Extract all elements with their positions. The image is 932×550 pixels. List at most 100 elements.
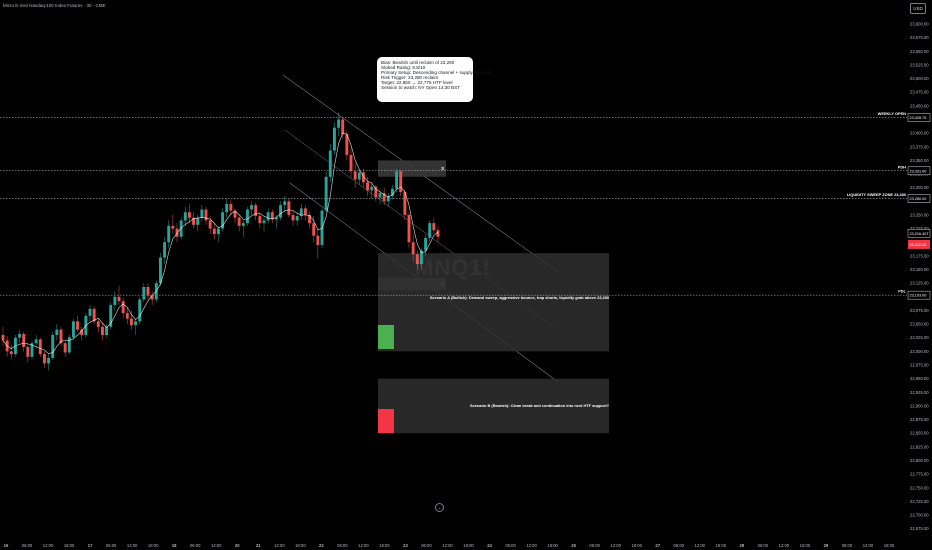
- candle-body: [100, 326, 104, 335]
- candle-body: [134, 321, 138, 326]
- candle-body: [411, 242, 415, 255]
- price-tick-label: 22,775.00: [910, 472, 929, 477]
- candle-body: [163, 242, 167, 258]
- time-tick-label: 23: [403, 543, 408, 548]
- level-label: WEEKLY OPEN: [878, 111, 907, 116]
- candle-body: [18, 333, 22, 338]
- time-tick-label: 12:00: [358, 543, 369, 548]
- candle-body: [403, 192, 407, 215]
- candle-body: [254, 205, 258, 217]
- info-line-rating: Stoked Rating: 8.8/10: [381, 65, 426, 71]
- candle-body: [436, 230, 440, 237]
- time-tick-label: 06:00: [674, 543, 685, 548]
- candle-body: [370, 186, 374, 191]
- candle-body: [308, 214, 312, 224]
- price-tick-label: 22,925.00: [910, 390, 929, 395]
- price-tick-label: 23,550.00: [910, 49, 929, 54]
- candle-body: [26, 346, 30, 357]
- candle-body: [345, 134, 349, 155]
- candle-body: [299, 208, 303, 217]
- time-tick-label: 12:00: [211, 543, 222, 548]
- candle-body: [258, 216, 262, 224]
- candle-body: [80, 329, 84, 335]
- candle-body: [113, 296, 117, 305]
- candle-body: [187, 212, 191, 218]
- candle-body: [225, 204, 229, 213]
- candle-body: [357, 172, 361, 180]
- time-tick-label: 06:00: [337, 543, 348, 548]
- time-tick-label: 06:00: [505, 543, 516, 548]
- candle-body: [349, 154, 353, 172]
- level-price-tag: [907, 166, 931, 176]
- time-tick-label: 25: [571, 543, 576, 548]
- candle-body: [22, 333, 26, 347]
- candle-body: [270, 212, 274, 220]
- candle-body: [1, 334, 5, 341]
- time-tick-label: 17: [88, 543, 93, 548]
- time-tick-label: 27: [655, 543, 660, 548]
- price-tick-label: 22,875.00: [910, 417, 929, 422]
- price-tick-label: 23,575.00: [910, 35, 929, 40]
- candle-body: [125, 313, 129, 319]
- symbol-watermark: MNQ1!: [415, 255, 491, 280]
- down-arrow-icon[interactable]: ⌄: [435, 503, 444, 512]
- level-price-tag: [907, 194, 931, 203]
- candle-body: [63, 343, 67, 353]
- time-tick-label: 18:00: [379, 543, 390, 548]
- candle-body: [117, 296, 121, 302]
- level-price-tag-label: 23,103.00: [910, 294, 927, 298]
- time-tick-label: 12:00: [610, 543, 621, 548]
- price-tick-label: 22,825.00: [910, 444, 929, 449]
- time-tick-label: 18:00: [547, 543, 558, 548]
- candle-body: [146, 286, 150, 296]
- candle-body: [274, 217, 278, 220]
- time-tick-label: 06:00: [842, 543, 853, 548]
- time-tick-label: 06:00: [22, 543, 33, 548]
- instrument-title: Micro E-mini Nasdaq-100 Index Futures · …: [3, 3, 106, 8]
- currency-button[interactable]: USD: [910, 3, 926, 14]
- candle-body: [303, 208, 307, 215]
- price-tick-label: 23,375.00: [910, 144, 929, 149]
- level-price-tag: [907, 290, 931, 300]
- price-tick-label: 23,150.00: [910, 267, 929, 272]
- price-tick-label: 23,500.00: [910, 76, 929, 81]
- price-tick-label: 22,975.00: [910, 363, 929, 368]
- level-price-tag-label: 23,280.00: [910, 197, 927, 201]
- candle-body: [395, 171, 399, 189]
- candle-body: [283, 201, 287, 206]
- price-tick-label: 23,525.00: [910, 62, 929, 67]
- price-tick-label: 22,950.00: [910, 376, 929, 381]
- candle-body: [171, 225, 175, 229]
- time-tick-label: 12:00: [526, 543, 537, 548]
- scenario-b-box: [378, 378, 609, 434]
- time-tick-label: 06:00: [190, 543, 201, 548]
- candle-body: [96, 321, 100, 327]
- supply-zone: [378, 160, 446, 177]
- candle-body: [47, 357, 51, 364]
- time-tick-label: 18:00: [295, 543, 306, 548]
- candle-body: [55, 329, 59, 335]
- time-tick-label: 22: [319, 543, 324, 548]
- info-line-bias: Bias: Bearish until reclaim of 23,280: [381, 60, 455, 65]
- candle-body: [382, 193, 386, 202]
- price-tick-label: 22,900.00: [910, 403, 929, 408]
- time-tick-label: 18:00: [884, 543, 895, 548]
- candle-body: [204, 209, 208, 221]
- time-tick-label: 12:00: [695, 543, 706, 548]
- price-tick-label: 22,675.00: [910, 526, 929, 531]
- candle-body: [366, 182, 370, 191]
- candle-body: [432, 223, 436, 231]
- price-tick-label: 23,600.00: [910, 22, 929, 27]
- time-tick-label: 06:00: [421, 543, 432, 548]
- price-tick-label: 23,225.00: [910, 226, 929, 231]
- time-tick-label: 28: [739, 543, 744, 548]
- scenario-a-label: Scenario A (Bullish): Demand sweep, aggr…: [430, 295, 609, 300]
- level-price-tag: [907, 113, 931, 122]
- level-price-tag-label: 23,428.75: [910, 116, 927, 120]
- price-tick-label: 22,850.00: [910, 431, 929, 436]
- time-tick-label: 12:00: [863, 543, 874, 548]
- price-tick-label: 22,800.00: [910, 458, 929, 463]
- candle-body: [129, 318, 133, 326]
- candle-body: [92, 308, 96, 322]
